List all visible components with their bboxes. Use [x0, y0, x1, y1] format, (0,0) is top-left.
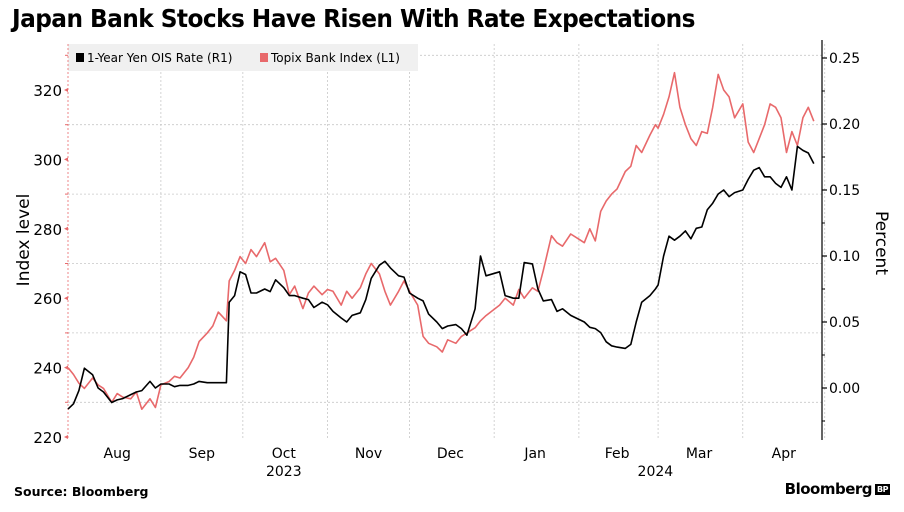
- gridlines: [68, 44, 826, 440]
- x-tick-label: Nov: [355, 446, 382, 462]
- x-tick-label: Apr: [772, 446, 796, 462]
- legend-swatch-topix: [260, 53, 268, 62]
- left-tick-mark: [64, 226, 68, 231]
- right-axis: 0.00 0.05 0.10 0.15 0.20 0.25: [821, 40, 860, 440]
- left-tick-label: 260: [33, 290, 62, 308]
- x-tick-label: Mar: [686, 446, 713, 462]
- right-tick-label: 0.10: [829, 249, 860, 265]
- bloomberg-logo: Bloomberg BP: [785, 480, 890, 498]
- right-tick-label: 0.25: [829, 51, 860, 67]
- left-axis-label: Index level: [14, 194, 34, 287]
- x-year-label: 2023: [266, 464, 302, 480]
- x-tick-label: Dec: [437, 446, 464, 462]
- x-year-label: 2024: [638, 464, 674, 480]
- x-tick-label: Jan: [523, 446, 546, 462]
- bp-badge-icon: BP: [875, 484, 890, 495]
- right-axis-label: Percent: [871, 211, 891, 275]
- series-group: [67, 71, 815, 410]
- left-tick-mark: [64, 435, 68, 439]
- right-tick-label: 0.05: [829, 315, 860, 331]
- x-tick-label: Feb: [605, 446, 630, 462]
- left-tick-label: 320: [33, 82, 62, 100]
- legend-label-topix: Topix Bank Index (L1): [270, 51, 400, 65]
- left-tick-label: 220: [33, 429, 62, 447]
- series-line-ois-rate: [67, 145, 815, 410]
- left-tick-mark: [64, 88, 68, 92]
- x-tick-label: Aug: [104, 446, 131, 462]
- x-tick-label: Sep: [189, 446, 216, 462]
- legend-background: [68, 44, 418, 71]
- right-tick-label: 0.00: [829, 381, 860, 397]
- left-tick-label: 300: [33, 151, 62, 169]
- right-tick-label: 0.15: [829, 183, 860, 199]
- series-line-topix-bank: [67, 71, 815, 410]
- left-tick-mark: [64, 365, 68, 370]
- legend-swatch-ois: [76, 53, 84, 62]
- legend: 1-Year Yen OIS Rate (R1) Topix Bank Inde…: [68, 44, 418, 71]
- left-tick-mark: [64, 296, 68, 301]
- left-axis: 220 240 260 280 300 320: [33, 44, 69, 447]
- x-tick-label: Oct: [272, 446, 297, 462]
- left-tick-label: 280: [33, 221, 62, 239]
- right-tick-label: 0.20: [829, 117, 860, 133]
- source-note: Source: Bloomberg: [14, 484, 149, 499]
- brand-text: Bloomberg: [784, 480, 873, 498]
- legend-label-ois: 1-Year Yen OIS Rate (R1): [87, 51, 232, 65]
- chart-title: Japan Bank Stocks Have Risen With Rate E…: [12, 4, 696, 33]
- left-tick-label: 240: [33, 360, 62, 378]
- x-axis: Aug Sep Oct Nov Dec Jan Feb Mar Apr 2023 2024: [104, 446, 797, 480]
- left-tick-mark: [64, 157, 68, 162]
